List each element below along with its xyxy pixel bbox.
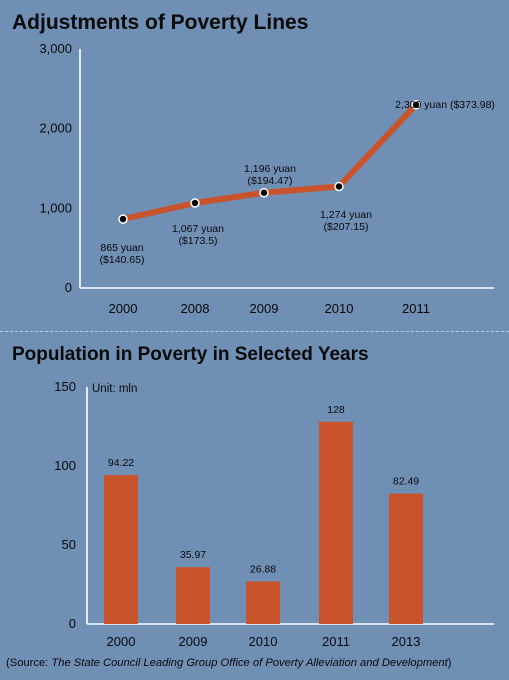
line-data-label-line: ($194.47) [248, 175, 293, 187]
line-chart-x-tick-label: 2009 [250, 301, 279, 316]
bar-chart-y-tick-label: 0 [69, 616, 76, 631]
line-data-point [411, 100, 421, 110]
bar-chart: Population in Poverty in Selected Years U… [12, 344, 494, 649]
bar-chart-y-tick-label: 50 [62, 537, 76, 552]
line-chart: Adjustments of Poverty Lines 0 1,000 2,000 3… [12, 11, 495, 316]
line-chart-y-tick-label: 0 [65, 280, 72, 295]
bar-chart-unit-label: Unit: mln [92, 383, 137, 395]
bar-chart-x-tick-label: 2010 [249, 634, 278, 649]
line-data-label-line: 1,274 yuan [320, 209, 372, 221]
line-chart-x-tick-label: 2008 [181, 301, 210, 316]
line-data-point [118, 214, 128, 224]
source-prefix: (Source: [6, 657, 52, 669]
bar-chart-x-tick-label: 2011 [322, 634, 350, 649]
line-data-label: 865 yuan ($140.65) [100, 242, 145, 266]
line-chart-title: Adjustments of Poverty Lines [12, 11, 308, 34]
bar-data-label: 128 [327, 404, 345, 416]
bar-chart-title: Population in Poverty in Selected Years [12, 344, 369, 365]
line-data-label-line: ($207.15) [324, 221, 369, 233]
line-data-label: 1,196 yuan ($194.47) [244, 163, 296, 187]
bar-data-label: 82.49 [393, 476, 419, 488]
bar [389, 493, 423, 624]
source-italic: The State Council Leading Group Office o… [51, 657, 448, 669]
line-data-point [190, 198, 200, 208]
bar [104, 475, 138, 624]
bar-chart-x-tick-label: 2013 [392, 634, 421, 649]
line-series-poverty-line [120, 101, 419, 223]
bar-chart-x-tick-label: 2000 [107, 634, 136, 649]
bar [176, 567, 210, 624]
line-chart-y-tick-label: 2,000 [39, 121, 72, 136]
bar [246, 581, 280, 624]
line-data-label-line: 865 yuan [100, 242, 143, 254]
line-chart-y-tick-label: 1,000 [39, 200, 72, 215]
bar-data-label: 94.22 [108, 457, 134, 469]
line-data-label-line: 1,196 yuan [244, 163, 296, 175]
line-data-label: 2,300 yuan ($373.98) [395, 99, 495, 111]
line-data-label-line: ($140.65) [100, 254, 145, 266]
line-data-label-line: 2,300 yuan ($373.98) [395, 99, 495, 111]
line-chart-y-tick-label: 3,000 [39, 41, 72, 56]
bar [319, 421, 353, 624]
line-data-point [259, 187, 269, 198]
line-chart-x-tick-label: 2010 [325, 301, 354, 316]
source-note: (Source: The State Council Leading Group… [6, 657, 506, 669]
line-data-label: 1,067 yuan ($173.5) [172, 223, 224, 247]
bar-data-label: 35.97 [180, 549, 206, 561]
source-suffix: ) [447, 657, 452, 669]
bar-chart-x-tick-label: 2009 [179, 634, 208, 649]
line-chart-x-tick-label: 2011 [402, 301, 430, 316]
bar-chart-y-tick-label: 100 [54, 458, 76, 473]
section-divider [0, 331, 509, 332]
line-data-label-line: ($173.5) [178, 235, 217, 247]
bar-data-label: 26.88 [250, 564, 276, 576]
line-chart-x-tick-label: 2000 [109, 301, 138, 316]
line-data-label: 1,274 yuan ($207.15) [320, 209, 372, 233]
line-data-label-line: 1,067 yuan [172, 223, 224, 235]
bar-chart-y-tick-label: 150 [54, 379, 76, 394]
line-data-point [334, 181, 344, 192]
